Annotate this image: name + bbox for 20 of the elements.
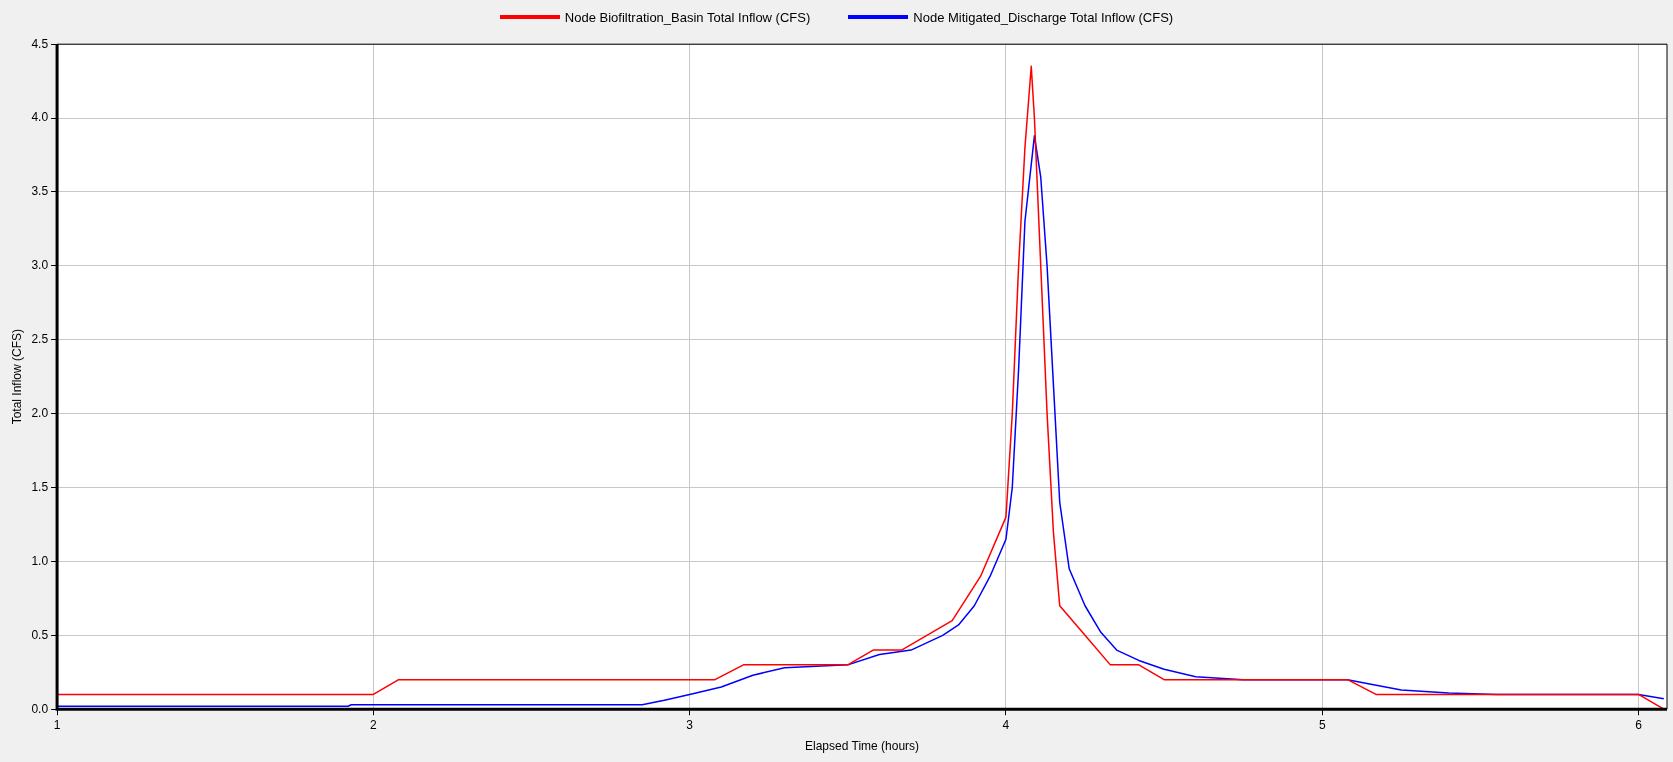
x-axis-title: Elapsed Time (hours) [805,739,920,754]
y-tick-label: 0.5 [31,627,49,642]
y-tick-label: 4.5 [31,36,49,51]
y-tick-label: 2.5 [31,332,49,347]
x-tick-label: 2 [370,717,378,732]
y-tick-label: 1.5 [31,479,49,494]
x-tick-label: 1 [53,717,61,732]
y-tick-label: 3.0 [31,258,49,273]
x-tick-label: 3 [686,717,694,732]
y-tick-label: 0.0 [31,701,49,716]
y-tick-label: 3.5 [31,184,49,199]
y-tick-label: 2.0 [31,405,49,420]
y-tick-label: 1.0 [31,553,49,568]
x-tick-label: 4 [1002,717,1010,732]
legend-label: Node Mitigated_Discharge Total Inflow (CFS) [913,9,1174,25]
y-axis-title: Total Inflow (CFS) [9,329,24,425]
x-tick-label: 5 [1318,717,1326,732]
legend-label: Node Biofiltration_Basin Total Inflow (CFS) [564,9,811,25]
x-tick-label: 6 [1635,717,1643,732]
y-tick-label: 4.0 [31,110,49,125]
